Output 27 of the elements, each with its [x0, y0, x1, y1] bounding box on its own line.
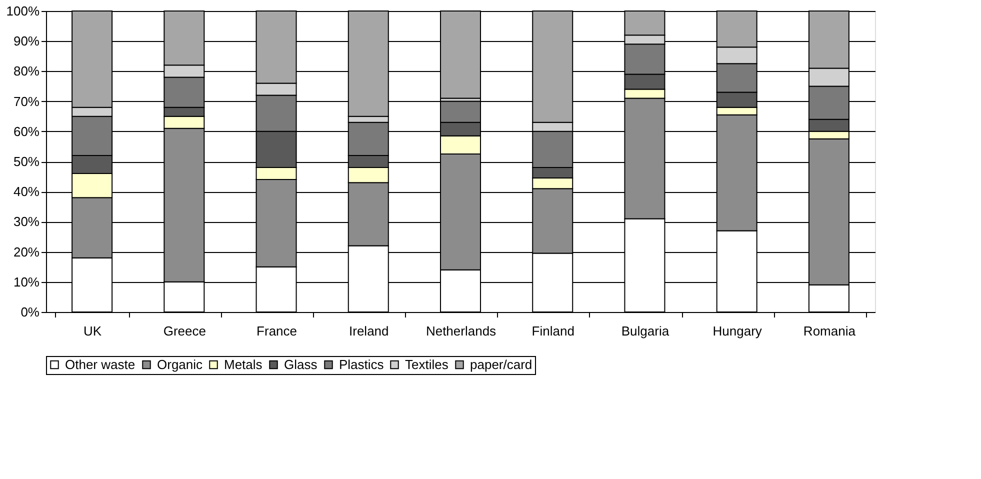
y-tick-label: 100%	[6, 4, 40, 18]
y-tick-label: 80%	[13, 64, 40, 79]
y-tick-label: 0%	[20, 304, 40, 320]
y-tick-label: 70%	[13, 94, 40, 109]
x-tick-label: Greece	[163, 324, 206, 338]
x-tick-label: Netherlands	[426, 324, 497, 338]
y-tick-label: 60%	[13, 124, 40, 139]
legend-label: Plastics	[339, 356, 384, 372]
x-tick-label: UK	[84, 324, 102, 338]
x-tick-label: France	[256, 324, 298, 338]
y-tick-label: 20%	[13, 244, 40, 260]
x-tick-label: Romania	[803, 324, 856, 338]
legend-label: Textiles	[405, 356, 449, 372]
legend-label: Organic	[157, 356, 204, 372]
y-tick-label: 10%	[13, 274, 40, 290]
legend-label: Metals	[224, 356, 263, 372]
legend-label: Glass	[284, 356, 318, 372]
x-tick-label: Ireland	[349, 324, 389, 338]
y-tick-label: 40%	[13, 184, 40, 200]
legend-label: paper/card	[470, 356, 532, 372]
x-tick-label: Hungary	[712, 324, 762, 338]
y-tick-label: 90%	[13, 34, 40, 49]
x-tick-label: Bulgaria	[621, 324, 670, 338]
x-tick-label: Finland	[532, 324, 574, 338]
legend-label: Other waste	[65, 356, 136, 372]
y-tick-label: 30%	[13, 214, 40, 230]
y-tick-label: 50%	[13, 154, 40, 169]
